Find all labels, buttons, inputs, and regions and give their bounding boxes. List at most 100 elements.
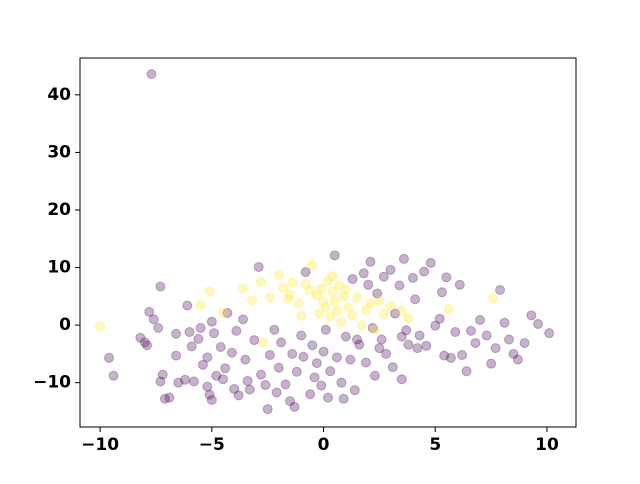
scatter-point (394, 280, 405, 291)
scatter-point (307, 340, 318, 351)
scatter-point (414, 330, 425, 341)
scatter-point (287, 348, 298, 359)
scatter-point (398, 253, 409, 264)
scatter-point (316, 380, 327, 391)
scatter-point (209, 328, 220, 339)
scatter-point (378, 271, 389, 282)
scatter-point (273, 362, 284, 373)
scatter-point (334, 280, 345, 291)
scatter-point (186, 341, 197, 352)
scatter-point (526, 310, 537, 321)
scatter-point (298, 351, 309, 362)
scatter-point (454, 279, 465, 290)
scatter-point (327, 286, 338, 297)
scatter-point (135, 332, 146, 343)
scatter-point (465, 325, 476, 336)
scatter-point (204, 286, 215, 297)
scatter-point (338, 291, 349, 302)
scatter-point (217, 374, 228, 385)
scatter-point (289, 401, 300, 412)
scatter-point (148, 314, 159, 325)
scatter-point (325, 366, 336, 377)
scatter-point (385, 264, 396, 275)
scatter-point (182, 300, 193, 311)
scatter-point (95, 321, 106, 332)
scatter-point (195, 322, 206, 333)
scatter-point (238, 314, 249, 325)
scatter-point (369, 324, 380, 335)
scatter-point (144, 306, 155, 317)
scatter-point (229, 384, 240, 395)
scatter-point (300, 267, 311, 278)
scatter-point (374, 295, 385, 306)
scatter-point (390, 308, 401, 319)
scatter-point (155, 281, 166, 292)
scatter-point (309, 372, 320, 383)
scatter-point (450, 327, 461, 338)
scatter-point (340, 331, 351, 342)
scatter-point (343, 302, 354, 313)
plot-area (95, 69, 555, 415)
scatter-point (142, 340, 153, 351)
scatter-point (445, 352, 456, 363)
scatter-point (338, 393, 349, 404)
scatter-point (247, 295, 258, 306)
scatter-point (171, 350, 182, 361)
scatter-point (387, 362, 398, 373)
scatter-point (396, 305, 407, 316)
scatter-point (363, 279, 374, 290)
scatter-point (157, 369, 168, 380)
scatter-point (233, 390, 244, 401)
scatter-point (378, 309, 389, 320)
scatter-point (217, 308, 228, 319)
scatter-point (533, 318, 544, 329)
scatter-point (271, 387, 282, 398)
x-tick-label: 5 (429, 435, 441, 455)
scatter-point (419, 266, 430, 277)
scatter-point (276, 337, 287, 348)
scatter-point (421, 340, 432, 351)
scatter-point (240, 354, 251, 365)
scatter-point (403, 339, 414, 350)
scatter-point (474, 314, 485, 325)
scatter-point (314, 308, 325, 319)
scatter-point (139, 337, 150, 348)
scatter-point (331, 352, 342, 363)
scatter-point (358, 268, 369, 279)
scatter-point (171, 328, 182, 339)
scatter-point (184, 327, 195, 338)
scatter-point (153, 322, 164, 333)
scatter-point (401, 325, 412, 336)
scatter-point (231, 325, 242, 336)
scatter-point (155, 376, 166, 387)
scatter-point (508, 348, 519, 359)
scatter-point (159, 393, 170, 404)
scatter-point (206, 316, 217, 327)
scatter-point (360, 357, 371, 368)
scatter-point (282, 293, 293, 304)
scatter-point (287, 277, 298, 288)
scatter-point (381, 348, 392, 359)
scatter-point (347, 310, 358, 321)
scatter-point (360, 305, 371, 316)
scatter-point (195, 299, 206, 310)
scatter-point (439, 350, 450, 361)
scatter-point (329, 250, 340, 261)
scatter-point (354, 339, 365, 350)
scatter-point (323, 276, 333, 287)
scatter-point (307, 259, 318, 270)
scatter-point (434, 313, 445, 324)
scatter-point (374, 343, 385, 354)
scatter-point (206, 394, 217, 405)
scatter-point (503, 334, 514, 345)
scatter-point (215, 341, 226, 352)
scatter-point (443, 303, 454, 314)
scatter-point (345, 354, 356, 365)
scatter-point (385, 301, 396, 312)
scatter-point (352, 334, 363, 345)
scatter-point (441, 272, 452, 283)
scatter-point (340, 284, 351, 295)
scatter-point (222, 308, 233, 319)
scatter-point (197, 359, 208, 370)
